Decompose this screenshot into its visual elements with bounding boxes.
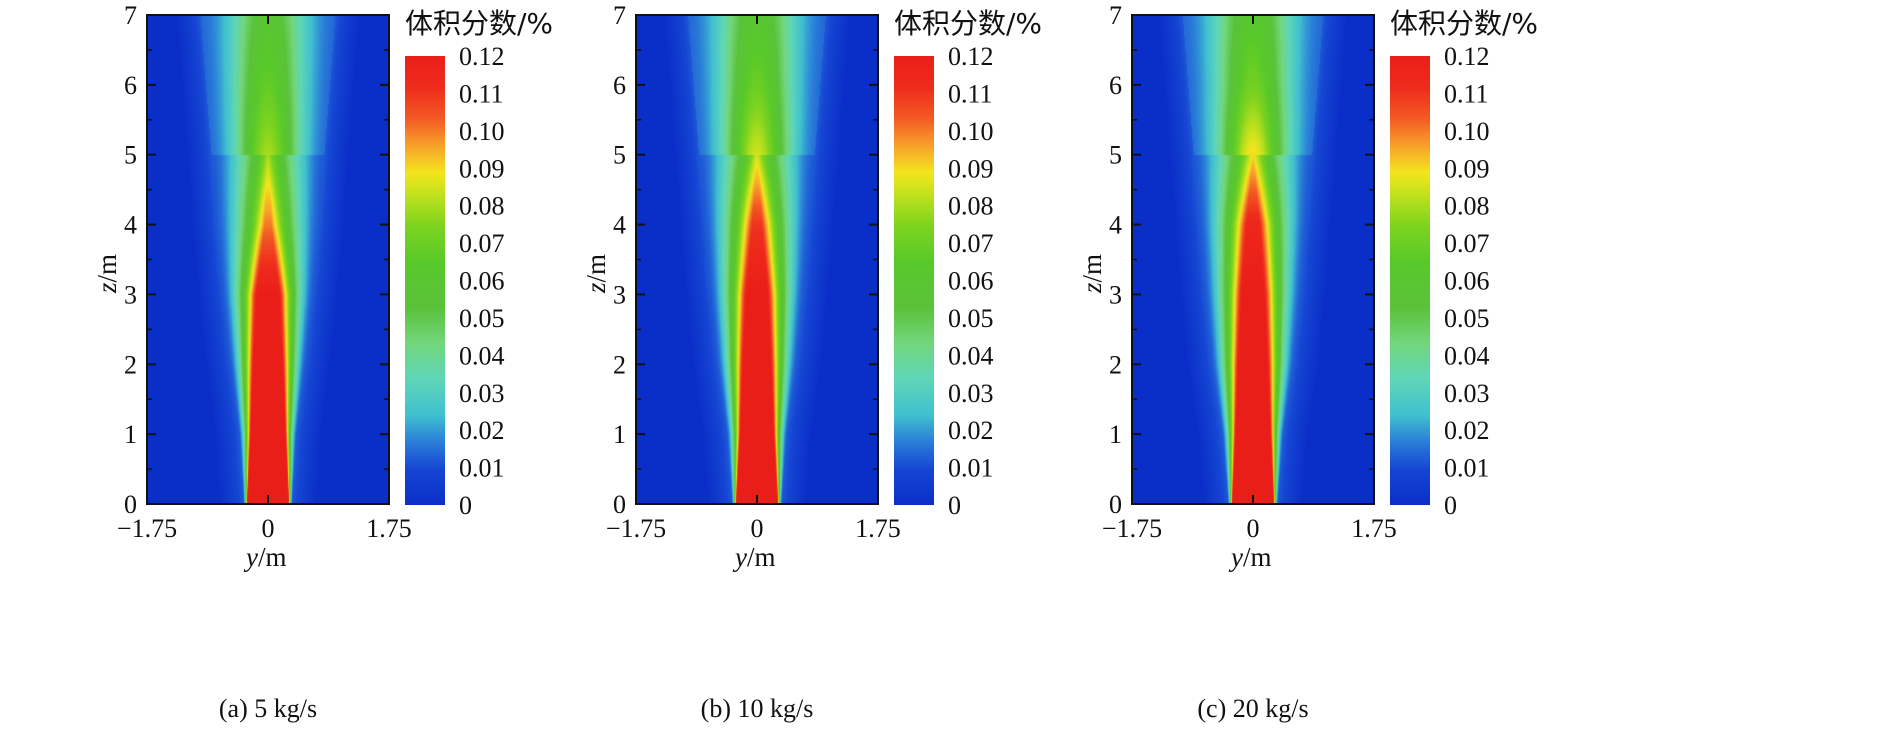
colorbar-tick-label: 0.01: [1444, 454, 1490, 483]
y-tick-label: 7: [1109, 1, 1122, 30]
colorbar-tick-label: 0.01: [948, 454, 994, 483]
panel-a: 0 1 2 3 4 5 6 7 −1.75 0 1.75 0.12 0.11 0.10 0.09 0.08 0.…: [0, 0, 600, 733]
colorbar-tick-label: 0.08: [1444, 192, 1490, 221]
x-tick-label: 1.75: [855, 514, 901, 543]
y-tick-label: 3: [1109, 280, 1122, 309]
colorbar: [1390, 56, 1430, 505]
colorbar-tick-label: 0.04: [459, 341, 505, 370]
colorbar-tick-label: 0.08: [948, 192, 994, 221]
x-tick-label: −1.75: [117, 514, 177, 543]
colorbar-tick-label: 0.02: [1444, 416, 1490, 445]
y-tick-label: 5: [613, 141, 626, 170]
y-tick-label: 6: [613, 71, 626, 100]
y-tick-label: 2: [124, 350, 137, 379]
colorbar-tick-label: 0.12: [459, 42, 505, 71]
y-tick-label: 2: [1109, 350, 1122, 379]
y-tick-label: 0: [613, 490, 626, 519]
colorbar-title-c: 体积分数/%: [1390, 7, 1539, 40]
y-axis-label-c: z/m: [1077, 253, 1108, 294]
x-tick-label: −1.75: [1102, 514, 1162, 543]
y-tick-label: 7: [124, 1, 137, 30]
colorbar-tick-label: 0.07: [1444, 229, 1490, 258]
colorbar-tick-label: 0.10: [1444, 117, 1490, 146]
colorbar-tick-label: 0.10: [459, 117, 505, 146]
y-tick-label: 7: [613, 1, 626, 30]
colorbar-tick-label: 0.06: [1444, 267, 1490, 296]
colorbar: [894, 56, 934, 505]
y-tick-label: 4: [124, 211, 137, 240]
x-tick-label: 1.75: [1351, 514, 1397, 543]
colorbar-tick-label: 0.08: [459, 192, 505, 221]
y-tick-label: 1: [124, 420, 137, 449]
y-tick-label: 6: [1109, 71, 1122, 100]
colorbar-tick-label: 0.12: [948, 42, 994, 71]
colorbar-tick-label: 0.06: [948, 267, 994, 296]
y-tick-label: 6: [124, 71, 137, 100]
colorbar-tick-label: 0.11: [1444, 79, 1489, 108]
colorbar-tick-label: 0.04: [1444, 341, 1490, 370]
x-axis-label-c: y/m: [1231, 542, 1272, 572]
caption-c: (c) 20 kg/s: [1197, 694, 1309, 723]
colorbar-tick-label: 0.03: [1444, 379, 1490, 408]
colorbar-tick-label: 0.12: [1444, 42, 1490, 71]
heatmap-field: [147, 15, 389, 504]
x-tick-label: 1.75: [366, 514, 412, 543]
colorbar-tick-label: 0: [948, 491, 961, 520]
colorbar-tick-label: 0.11: [459, 79, 504, 108]
y-tick-label: 5: [1109, 141, 1122, 170]
x-tick-label: 0: [751, 514, 764, 543]
x-axis-label-b: y/m: [735, 542, 776, 572]
x-tick-label: 0: [1247, 514, 1260, 543]
colorbar-tick-label: 0.03: [948, 379, 994, 408]
y-tick-label: 3: [124, 280, 137, 309]
colorbar-tick-label: 0.11: [948, 79, 993, 108]
colorbar-tick-label: 0: [459, 491, 472, 520]
colorbar-tick-label: 0.02: [948, 416, 994, 445]
colorbar-tick-label: 0.05: [948, 304, 994, 333]
y-tick-label: 5: [124, 141, 137, 170]
colorbar-tick-label: 0.09: [1444, 154, 1490, 183]
y-tick-label: 1: [1109, 420, 1122, 449]
colorbar-tick-label: 0.07: [459, 229, 505, 258]
caption-b: (b) 10 kg/s: [700, 694, 814, 723]
colorbar-tick-label: 0.09: [948, 154, 994, 183]
y-axis-label-b: z/m: [581, 253, 612, 294]
heatmap-field: [1132, 15, 1374, 504]
colorbar-tick-label: 0.05: [459, 304, 505, 333]
colorbar-tick-label: 0.06: [459, 267, 505, 296]
y-tick-label: 0: [124, 490, 137, 519]
y-tick-label: 1: [613, 420, 626, 449]
colorbar-title-a: 体积分数/%: [405, 7, 554, 40]
y-tick-label: 0: [1109, 490, 1122, 519]
panel-c: 0 1 2 3 4 5 6 7 −1.75 0 1.75 0.12 0.11 0.10 0.09 0.08 0.…: [985, 0, 1585, 733]
colorbar-tick-label: 0.02: [459, 416, 505, 445]
caption-a: (a) 5 kg/s: [218, 694, 318, 723]
colorbar-tick-label: 0.03: [459, 379, 505, 408]
x-axis-label-a: y/m: [246, 542, 287, 572]
colorbar-title-b: 体积分数/%: [894, 7, 1043, 40]
x-tick-label: 0: [262, 514, 275, 543]
colorbar-tick-label: 0.01: [459, 454, 505, 483]
colorbar-tick-label: 0.10: [948, 117, 994, 146]
x-tick-label: −1.75: [606, 514, 666, 543]
colorbar-tick-label: 0.07: [948, 229, 994, 258]
colorbar-tick-label: 0.09: [459, 154, 505, 183]
colorbar: [405, 56, 445, 505]
y-tick-label: 4: [613, 211, 626, 240]
y-axis-label-a: z/m: [92, 253, 123, 294]
y-tick-label: 2: [613, 350, 626, 379]
heatmap-field: [636, 15, 878, 504]
y-tick-label: 3: [613, 280, 626, 309]
colorbar-tick-label: 0.04: [948, 341, 994, 370]
colorbar-tick-label: 0: [1444, 491, 1457, 520]
colorbar-tick-label: 0.05: [1444, 304, 1490, 333]
panel-b: 0 1 2 3 4 5 6 7 −1.75 0 1.75 0.12 0.11 0.10 0.09 0.08 0.…: [489, 0, 1089, 733]
y-tick-label: 4: [1109, 211, 1122, 240]
